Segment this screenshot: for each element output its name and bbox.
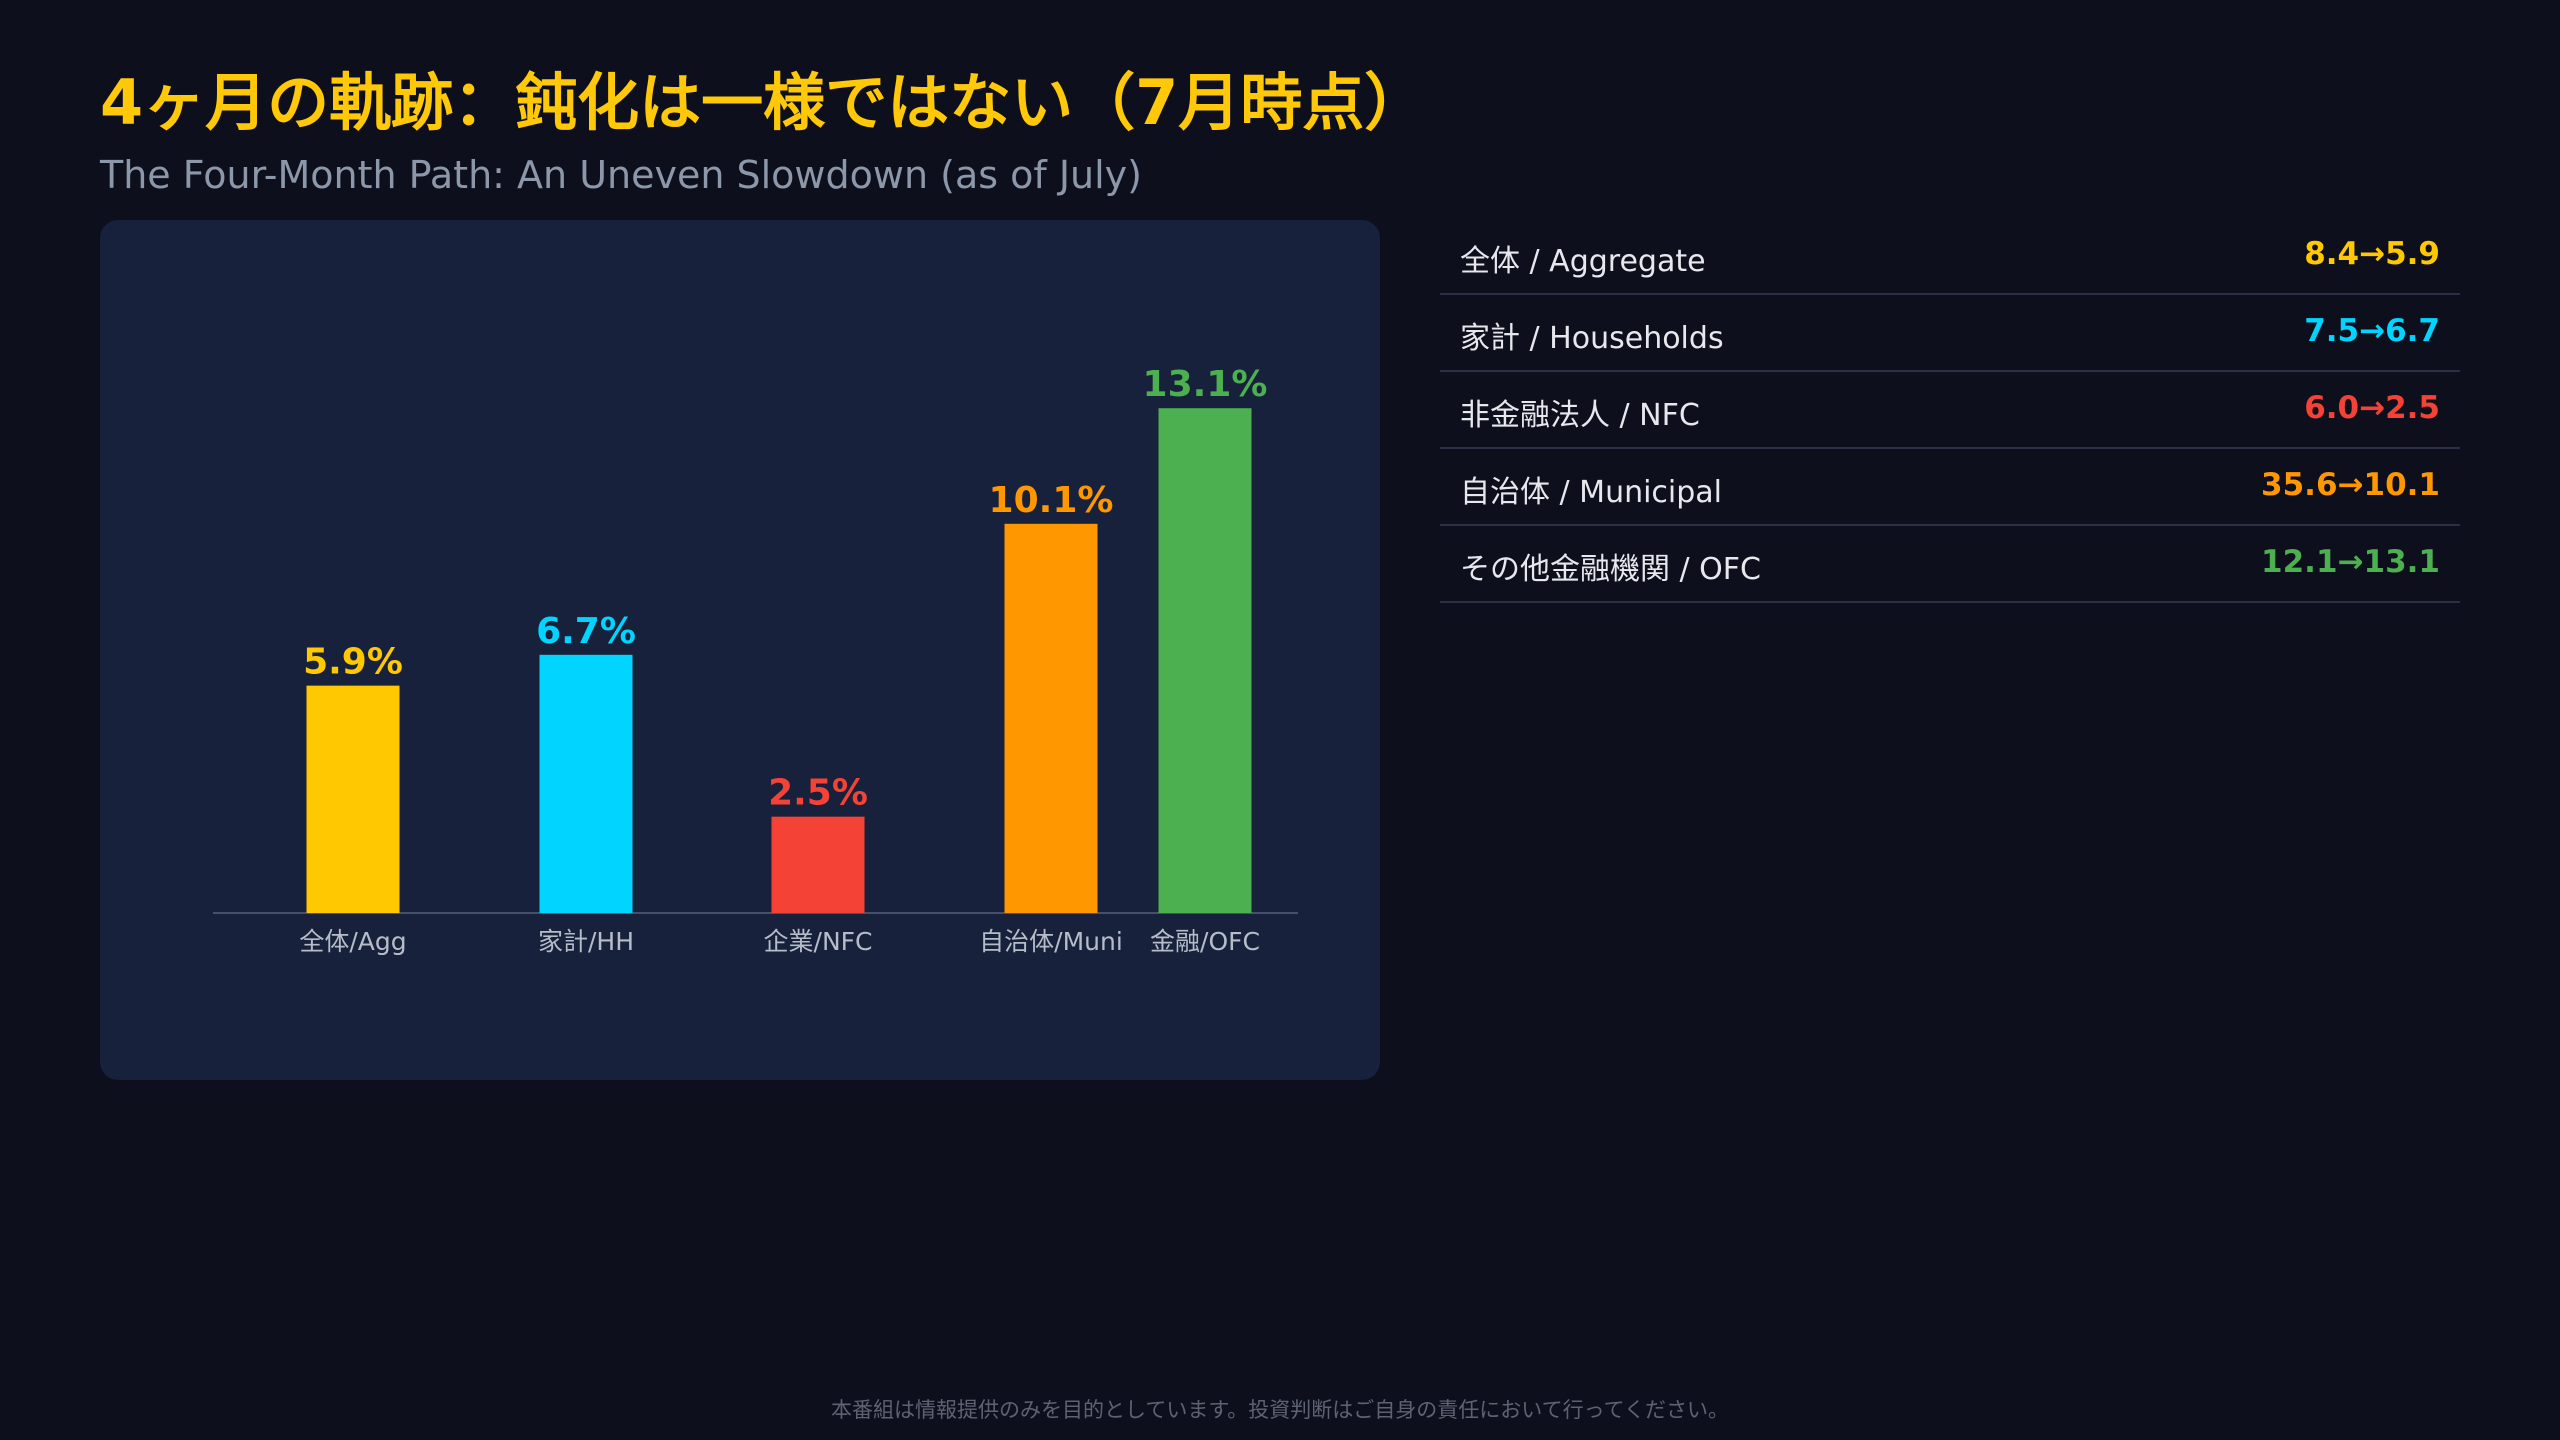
- summary-label: 非金融法人 / NFC: [1460, 398, 1700, 433]
- summary-value: 7.5→6.7: [2304, 313, 2440, 349]
- summary-label: その他金融機関 / OFC: [1460, 552, 1761, 587]
- summary-row: その他金融機関 / OFC 12.1→13.1: [1440, 526, 2460, 603]
- chart-panel: 5.9% 全体/Agg 6.7% 家計/HH 2.5% 企業/NFC 10.1% 自治体/Mu…: [100, 220, 1380, 1080]
- bar: [771, 816, 865, 913]
- summary-label: 自治体 / Municipal: [1460, 475, 1723, 510]
- summary-row: 家計 / Households 7.5→6.7: [1440, 295, 2460, 372]
- bar: [1158, 408, 1252, 913]
- bar-value-label: 5.9%: [303, 642, 403, 683]
- x-tick-label: 金融/OFC: [1150, 927, 1260, 956]
- summary-label: 家計 / Households: [1460, 321, 1724, 356]
- x-tick-label: 全体/Agg: [299, 927, 406, 956]
- x-tick-label: 自治体/Muni: [979, 927, 1123, 956]
- bar-value-label: 2.5%: [768, 773, 868, 814]
- bar: [1004, 523, 1098, 913]
- summary-value: 6.0→2.5: [2304, 390, 2440, 426]
- summary-row: 全体 / Aggregate 8.4→5.9: [1440, 218, 2460, 295]
- bar-value-label: 13.1%: [1143, 364, 1268, 405]
- bar-chart: 5.9% 全体/Agg 6.7% 家計/HH 2.5% 企業/NFC 10.1% 自治体/Mu…: [213, 364, 1298, 956]
- summary-value: 8.4→5.9: [2304, 236, 2440, 272]
- bar: [306, 685, 400, 913]
- summary-row: 自治体 / Municipal 35.6→10.1: [1440, 449, 2460, 526]
- page-subtitle: The Four-Month Path: An Uneven Slowdown …: [100, 153, 1142, 197]
- x-tick-label: 企業/NFC: [764, 927, 873, 956]
- summary-row: 非金融法人 / NFC 6.0→2.5: [1440, 372, 2460, 449]
- summary-table: 全体 / Aggregate 8.4→5.9 家計 / Households 7…: [1440, 218, 2460, 603]
- bar-value-label: 6.7%: [536, 611, 636, 652]
- bar: [539, 654, 633, 913]
- disclaimer: 本番組は情報提供のみを目的としています。投資判断はご自身の責任において行ってくだ…: [831, 1398, 1729, 1422]
- summary-label: 全体 / Aggregate: [1460, 244, 1706, 279]
- x-tick-label: 家計/HH: [538, 927, 634, 956]
- summary-value: 12.1→13.1: [2261, 544, 2440, 580]
- summary-value: 35.6→10.1: [2261, 467, 2440, 503]
- bar-value-label: 10.1%: [989, 480, 1114, 521]
- page-title: 4ヶ月の軌跡：鈍化は一様ではない（7月時点）: [100, 66, 1427, 139]
